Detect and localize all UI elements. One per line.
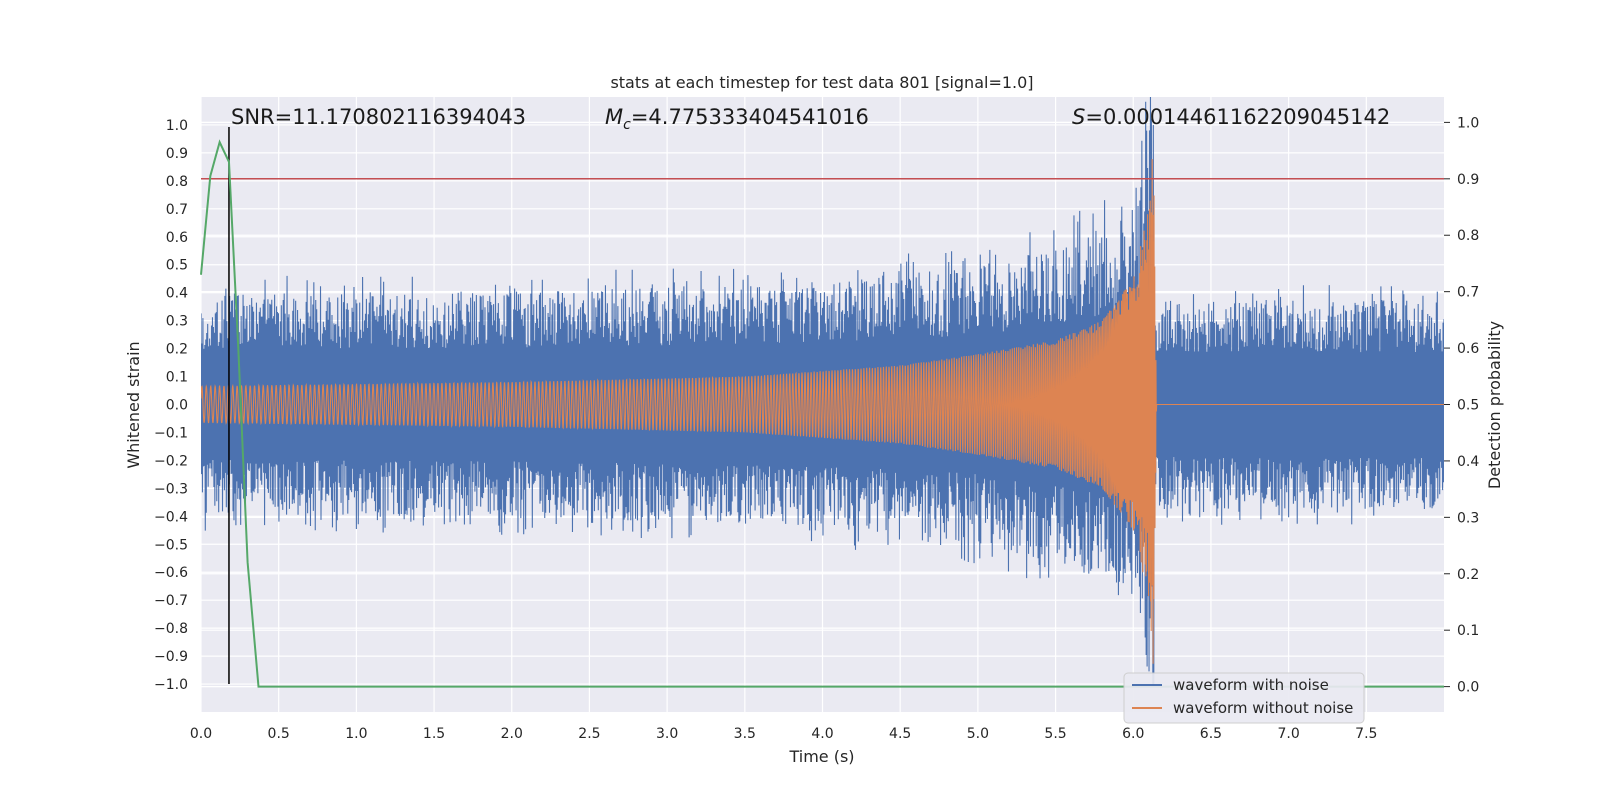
y-tick-label: 0.8 bbox=[166, 174, 188, 190]
y2-tick-label: 0.8 bbox=[1457, 228, 1479, 244]
y2-tick-label: 0.9 bbox=[1457, 172, 1479, 188]
x-tick-label: 4.5 bbox=[889, 726, 911, 742]
chart-title: stats at each timestep for test data 801… bbox=[610, 73, 1033, 92]
y-axis-label: Whitened strain bbox=[124, 341, 143, 468]
y2-tick-label: 0.7 bbox=[1457, 285, 1479, 301]
y-tick-label: −0.4 bbox=[154, 509, 188, 525]
s-annotation: S=0.00014461162209045142 bbox=[1072, 105, 1390, 129]
y-tick-label: −0.3 bbox=[154, 481, 188, 497]
y-tick-label: −0.8 bbox=[154, 621, 188, 637]
x-tick-label: 5.5 bbox=[1044, 726, 1066, 742]
s-value: =0.00014461162209045142 bbox=[1085, 105, 1390, 129]
y-tick-label: 0.6 bbox=[166, 230, 188, 246]
y2-tick-label: 0.2 bbox=[1457, 567, 1479, 583]
y-tick-label: 0.4 bbox=[166, 286, 188, 302]
y-tick-label: 0.1 bbox=[166, 370, 188, 386]
y-tick-label: −0.9 bbox=[154, 649, 188, 665]
x-tick-label: 1.5 bbox=[423, 726, 445, 742]
legend-label-without-noise: waveform without noise bbox=[1173, 699, 1353, 717]
x-tick-label: 0.5 bbox=[268, 726, 290, 742]
series-with-noise bbox=[201, 97, 1444, 685]
legend-box bbox=[1123, 672, 1365, 724]
x-axis-label: Time (s) bbox=[788, 747, 854, 766]
y-tick-label: −0.7 bbox=[154, 593, 188, 609]
mc-subscript: c bbox=[623, 117, 631, 133]
x-tick-label: 7.0 bbox=[1277, 726, 1299, 742]
y-tick-label: 0.5 bbox=[166, 258, 188, 274]
series-layer bbox=[201, 97, 1444, 685]
y-tick-label: 0.0 bbox=[166, 398, 188, 414]
legend-label-with-noise: waveform with noise bbox=[1173, 676, 1329, 694]
y2-axis: 1.0 0.9 0.8 0.7 0.6 0.5 0.4 0.3 0.2 0.1 0.0 bbox=[1444, 115, 1479, 696]
legend: waveform with noise waveform without noi… bbox=[1123, 672, 1365, 724]
snr-annotation: SNR=11.170802116394043 bbox=[231, 105, 526, 129]
y-tick-label: −0.6 bbox=[154, 565, 188, 581]
mc-value: =4.775333404541016 bbox=[631, 105, 869, 129]
overlay-layer bbox=[200, 126, 1444, 688]
y2-tick-label: 0.4 bbox=[1457, 454, 1479, 470]
x-tick-label: 3.0 bbox=[656, 726, 678, 742]
series-detection-probability bbox=[200, 139, 1444, 688]
x-tick-label: 4.0 bbox=[811, 726, 833, 742]
x-tick-label: 5.0 bbox=[967, 726, 989, 742]
x-tick-label: 6.5 bbox=[1200, 726, 1222, 742]
x-axis: 0.0 0.5 1.0 1.5 2.0 2.5 3.0 3.5 4.0 4.5 5.0 5.5 6.0 6… bbox=[190, 726, 1378, 742]
y-tick-label: 0.2 bbox=[166, 342, 188, 358]
y-tick-label: −0.5 bbox=[154, 537, 188, 553]
x-tick-label: 6.0 bbox=[1122, 726, 1144, 742]
y-tick-label: −0.1 bbox=[154, 425, 188, 441]
y2-tick-label: 0.6 bbox=[1457, 341, 1479, 357]
y-tick-label: 1.0 bbox=[166, 118, 188, 134]
mc-symbol: M bbox=[605, 105, 623, 129]
y-tick-label: −0.2 bbox=[154, 453, 188, 469]
y2-tick-label: 1.0 bbox=[1457, 115, 1479, 131]
y2-tick-label: 0.0 bbox=[1457, 680, 1479, 696]
x-tick-label: 2.0 bbox=[501, 726, 523, 742]
mc-annotation: Mc=4.775333404541016 bbox=[605, 105, 869, 133]
x-tick-label: 3.5 bbox=[734, 726, 756, 742]
y-tick-label: −1.0 bbox=[154, 677, 188, 693]
series-without-noise bbox=[201, 159, 1444, 664]
x-tick-label: 0.0 bbox=[190, 726, 212, 742]
y2-tick-label: 0.3 bbox=[1457, 510, 1479, 526]
y-tick-label: 0.7 bbox=[166, 202, 188, 218]
y2-tick-label: 0.5 bbox=[1457, 398, 1479, 414]
x-tick-label: 7.5 bbox=[1355, 726, 1377, 742]
x-tick-label: 1.0 bbox=[345, 726, 367, 742]
y-tick-label: 0.3 bbox=[166, 314, 188, 330]
y-tick-label: 0.9 bbox=[166, 146, 188, 162]
x-tick-label: 2.5 bbox=[578, 726, 600, 742]
y-axis: 1.0 0.9 0.8 0.7 0.6 0.5 0.4 0.3 0.2 0.1 0.0 −0.1 −0.… bbox=[154, 118, 188, 693]
y2-tick-label: 0.1 bbox=[1457, 623, 1479, 639]
y2-axis-label: Detection probability bbox=[1485, 321, 1504, 489]
s-symbol: S bbox=[1072, 105, 1085, 129]
